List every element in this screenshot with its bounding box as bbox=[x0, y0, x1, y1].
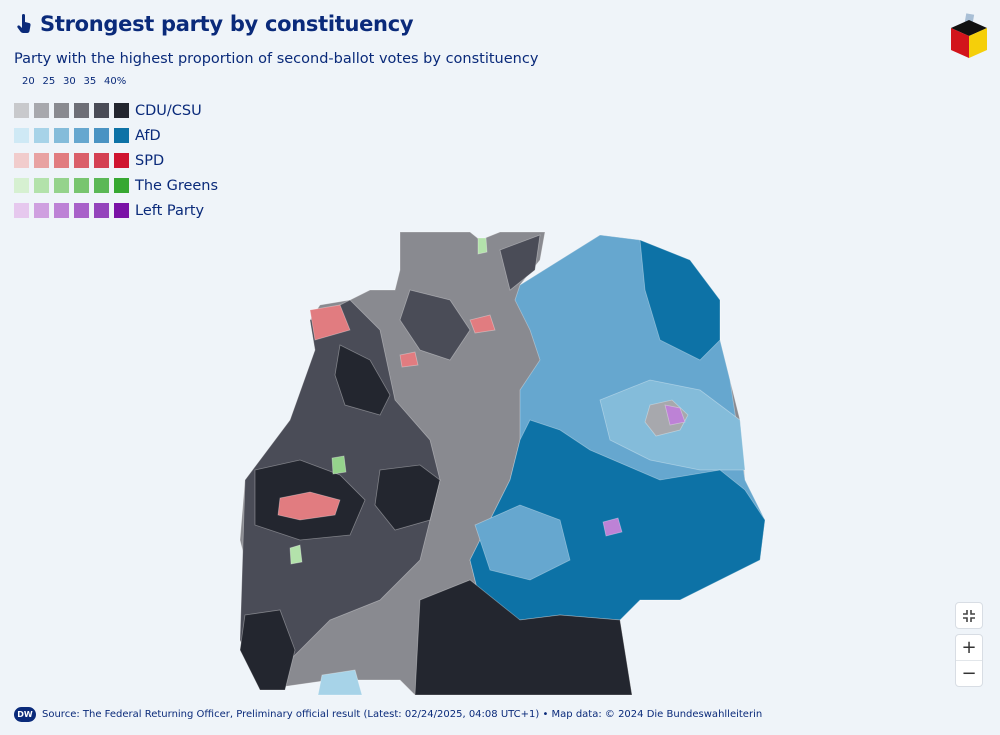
greens-flensburg[interactable] bbox=[477, 237, 488, 255]
legend-row: CDU/CSU bbox=[14, 98, 218, 123]
fullscreen-button[interactable] bbox=[956, 603, 982, 628]
legend-label: The Greens bbox=[135, 177, 219, 194]
region-north-central[interactable] bbox=[399, 289, 471, 361]
legend-label: SPD bbox=[135, 152, 165, 169]
subtitle: Party with the highest proportion of sec… bbox=[14, 51, 539, 67]
region-muensterland[interactable] bbox=[334, 344, 391, 416]
legend-swatch bbox=[34, 178, 49, 193]
legend-scale: 20 25 30 35 40% bbox=[22, 76, 127, 87]
legend-label: Left Party bbox=[135, 202, 205, 219]
legend-swatch bbox=[14, 203, 29, 218]
spd-east-frisia[interactable] bbox=[309, 304, 351, 341]
left-berlin[interactable] bbox=[664, 404, 686, 426]
legend-swatch bbox=[74, 153, 89, 168]
zoom-out-button[interactable]: − bbox=[961, 663, 977, 684]
greens-cologne[interactable] bbox=[289, 544, 303, 565]
legend-swatch bbox=[74, 128, 89, 143]
legend-tick: 40% bbox=[104, 76, 127, 87]
legend-swatch bbox=[54, 178, 69, 193]
region-schleswig-east[interactable] bbox=[499, 234, 541, 291]
legend-swatch bbox=[94, 128, 109, 143]
dw-logo: DW bbox=[14, 707, 36, 722]
legend-swatch bbox=[14, 153, 29, 168]
greens-muenster[interactable] bbox=[331, 455, 347, 475]
legend-swatch bbox=[74, 203, 89, 218]
legend-swatch bbox=[74, 178, 89, 193]
legend-swatch bbox=[14, 128, 29, 143]
legend-swatch bbox=[14, 178, 29, 193]
spd-bremen[interactable] bbox=[399, 351, 419, 368]
legend-tick: 30 bbox=[63, 76, 76, 87]
source-text: Source: The Federal Returning Officer, P… bbox=[42, 709, 763, 720]
zoom-control[interactable]: + − bbox=[955, 634, 983, 687]
legend-swatch bbox=[34, 153, 49, 168]
legend-swatch bbox=[74, 103, 89, 118]
legend-swatch bbox=[94, 153, 109, 168]
fullscreen-control[interactable] bbox=[955, 602, 983, 629]
legend-swatch bbox=[94, 178, 109, 193]
legend-tick: 20 bbox=[22, 76, 35, 87]
legend-swatch bbox=[114, 128, 129, 143]
legend-row: The Greens bbox=[14, 173, 218, 198]
legend-swatch bbox=[54, 103, 69, 118]
zoom-in-button[interactable]: + bbox=[956, 635, 982, 661]
legend-swatch bbox=[34, 128, 49, 143]
exit-fullscreen-icon bbox=[963, 609, 975, 622]
legend-swatch bbox=[34, 203, 49, 218]
legend-row: SPD bbox=[14, 148, 218, 173]
footer: DW Source: The Federal Returning Officer… bbox=[14, 707, 762, 722]
legend-row: AfD bbox=[14, 123, 218, 148]
hand-pointer-icon bbox=[17, 14, 31, 34]
legend: CDU/CSU AfD SPD The Greens Left Party bbox=[14, 98, 218, 223]
page-title: Strongest party by constituency bbox=[40, 12, 414, 36]
legend-swatch bbox=[114, 203, 129, 218]
region-east-westphalia[interactable] bbox=[374, 464, 441, 531]
region-northeast[interactable] bbox=[639, 239, 721, 361]
legend-swatch bbox=[94, 203, 109, 218]
legend-swatch bbox=[114, 178, 129, 193]
legend-swatch bbox=[34, 103, 49, 118]
spd-hannover[interactable] bbox=[469, 314, 496, 334]
legend-swatch bbox=[94, 103, 109, 118]
legend-row: Left Party bbox=[14, 198, 218, 223]
legend-swatch bbox=[54, 153, 69, 168]
afd-light-southwest[interactable] bbox=[317, 669, 363, 696]
ballot-box-logo bbox=[951, 13, 987, 58]
legend-label: AfD bbox=[135, 127, 161, 144]
legend-tick: 25 bbox=[42, 76, 56, 87]
region-thuringia-west[interactable] bbox=[474, 504, 571, 581]
region-southwest[interactable] bbox=[239, 609, 296, 691]
legend-tick: 35 bbox=[83, 76, 97, 87]
legend-swatch bbox=[54, 203, 69, 218]
legend-swatch bbox=[54, 128, 69, 143]
left-leipzig[interactable] bbox=[602, 517, 623, 537]
header: Strongest party by constituency bbox=[16, 12, 414, 36]
region-south[interactable] bbox=[414, 579, 633, 696]
legend-swatch bbox=[14, 103, 29, 118]
spd-rhineland[interactable] bbox=[277, 491, 341, 521]
legend-label: CDU/CSU bbox=[135, 102, 202, 119]
legend-swatch bbox=[114, 153, 129, 168]
legend-swatch bbox=[114, 103, 129, 118]
